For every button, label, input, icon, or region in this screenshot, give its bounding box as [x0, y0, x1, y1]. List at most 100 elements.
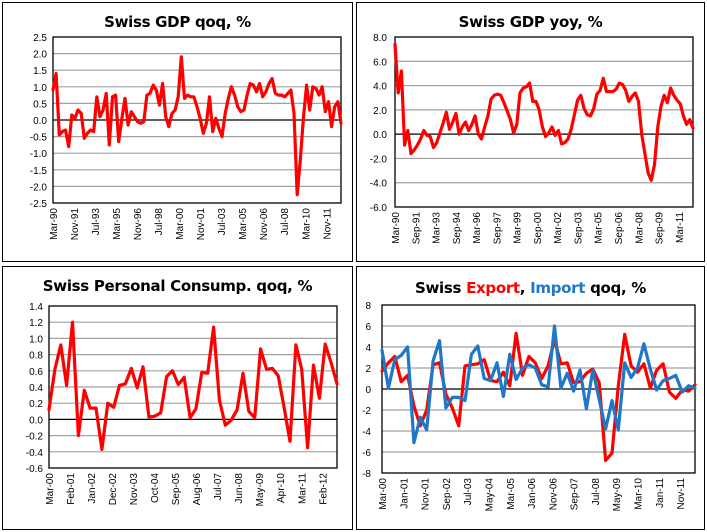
- x-tick-label: Jul-03: [217, 208, 228, 236]
- gdp-yoy-panel: Swiss GDP yoy, % 8.0 6.0 4.0 2.0 0.0 -2.0 -4.0…: [356, 2, 705, 262]
- y-tick-label: 1.0: [33, 83, 47, 94]
- x-tick-label: Jan-01: [399, 478, 410, 509]
- series-line-import: [380, 324, 697, 445]
- x-tick-label: Jul-03: [463, 478, 474, 506]
- x-tick-label: Nov-91: [70, 208, 81, 241]
- x-tick-label: Jul-93: [91, 208, 102, 236]
- y-tick-label: 4.0: [373, 82, 387, 93]
- x-tick-label: Mar-00: [175, 208, 186, 240]
- x-tick-label: Mar-11: [297, 473, 308, 504]
- x-tick-label: Jul-98: [154, 208, 165, 236]
- y-tick-label: -6: [362, 448, 371, 459]
- x-tick-label: Aug-06: [192, 473, 203, 506]
- title-part: ,: [519, 279, 531, 297]
- x-tick-label: Mar-00: [45, 473, 56, 505]
- consumption-qoq-chart: 1.41.21.00.80.60.40.20.0-0.2-0.4-0.6Mar-…: [26, 302, 339, 507]
- y-tick-label: -4.0: [370, 179, 388, 190]
- y-tick-label: -6.0: [370, 203, 388, 214]
- trade-qoq-chart: 8 6 4 2 0 -2 -4 -6 -8 Mar-00 Jan-01 Nov-01 Sep-02 Jul…: [362, 301, 697, 512]
- y-tick-label: 0.0: [373, 130, 387, 141]
- y-tick-label: 1.0: [29, 334, 43, 345]
- y-tick-label: -2.5: [30, 199, 48, 210]
- y-tick-label: -2: [362, 406, 371, 417]
- y-tick-label: 0.8: [29, 351, 43, 362]
- y-tick-label: 0.4: [29, 383, 43, 394]
- series-line-gdp-yoy: [393, 42, 695, 182]
- x-tick-label: Nov-01: [421, 478, 432, 511]
- x-tick-label: Sep-91: [411, 212, 422, 245]
- y-tick-label: -0.6: [26, 464, 44, 475]
- x-tick-label: Mar-11: [675, 212, 686, 243]
- y-tick-label: 0.6: [29, 367, 43, 378]
- x-tick-label: Jan-02: [87, 473, 98, 504]
- y-tick-label: -2.0: [370, 154, 388, 165]
- x-tick-label: Nov-06: [548, 478, 559, 511]
- y-tick-label: -8: [362, 469, 371, 480]
- y-tick-label: -4: [362, 427, 371, 438]
- y-tick-label: 6.0: [373, 57, 387, 68]
- chart-title: Swiss Export, Import qoq, %: [357, 279, 704, 297]
- y-tick-label: 8: [365, 301, 371, 312]
- x-tick-label: Nov-01: [196, 208, 207, 241]
- y-tick-label: 1.2: [29, 318, 43, 329]
- plot-area: [394, 36, 694, 208]
- x-tick-label: Nov-11: [322, 208, 333, 240]
- x-tick-label: Sep-06: [614, 212, 625, 245]
- x-tick-label: Sep-05: [171, 473, 182, 506]
- y-tick-label: -2.0: [30, 182, 48, 193]
- chart-title: Swiss Personal Consump. qoq, %: [42, 277, 313, 295]
- y-tick-label: 2.0: [373, 106, 387, 117]
- y-tick-label: 1.4: [29, 302, 43, 313]
- plot-area: [48, 305, 338, 469]
- y-tick-label: 0: [365, 385, 371, 396]
- x-tick-label: Mar-99: [513, 212, 524, 244]
- x-tick-label: May-09: [255, 473, 266, 507]
- x-tick-label: Jan-06: [527, 478, 538, 509]
- title-part: qoq, %: [585, 279, 647, 297]
- x-tick-label: Jun-08: [234, 473, 245, 504]
- x-tick-label: May-09: [612, 478, 623, 512]
- x-tick-label: Sep-09: [655, 212, 666, 245]
- y-tick-label: 4: [365, 343, 371, 354]
- x-tick-label: Nov-06: [259, 208, 270, 241]
- y-tick-label: 8.0: [373, 33, 387, 44]
- y-tick-label: 6: [365, 322, 371, 333]
- x-tick-label: Nov-03: [129, 473, 140, 506]
- x-tick-label: Mar-90: [391, 212, 402, 244]
- x-tick-label: Apr-10: [276, 473, 287, 503]
- y-tick-label: 0.5: [33, 99, 47, 110]
- gdp-qoq-panel: Swiss GDP qoq, % 2.5 2.0 1.5 1.0 0.5 0.0 -0.5 -…: [2, 2, 353, 262]
- x-tick-label: Mar-00: [378, 478, 389, 510]
- x-tick-label: Sep-07: [570, 478, 581, 511]
- x-tick-label: Mar-02: [553, 212, 564, 244]
- x-tick-label: Sep-03: [573, 212, 584, 245]
- consumption-qoq-panel: Swiss Personal Consump. qoq, % 1.4 1.2 1.0…: [2, 266, 353, 530]
- y-tick-label: -0.5: [30, 133, 48, 144]
- x-tick-label: Mar-95: [112, 208, 123, 240]
- title-export-label: Export: [466, 279, 520, 297]
- chart-title: Swiss GDP qoq, %: [104, 13, 251, 31]
- x-tick-label: Jul-07: [213, 473, 224, 501]
- x-tick-label: Mar-96: [472, 212, 483, 244]
- x-tick-label: Jul-08: [280, 208, 291, 236]
- x-tick-label: May-04: [484, 478, 495, 512]
- y-tick-label: 0.0: [33, 116, 47, 127]
- series-line-personal-consumption-qoq: [47, 320, 339, 451]
- y-tick-label: 0.2: [29, 399, 43, 410]
- chart-title: Swiss GDP yoy, %: [458, 13, 603, 31]
- y-tick-label: 1.5: [33, 66, 47, 77]
- x-tick-label: Nov-96: [133, 208, 144, 241]
- x-tick-label: Jan-11: [655, 478, 666, 508]
- x-tick-label: Sep-02: [442, 478, 453, 511]
- y-tick-label: 2.0: [33, 50, 47, 61]
- x-tick-label: Nov-11: [676, 478, 687, 510]
- x-tick-label: Sep-97: [492, 212, 503, 245]
- x-tick-label: Sep-00: [533, 212, 544, 245]
- x-tick-label: Mar-10: [301, 208, 312, 240]
- x-tick-label: Feb-12: [318, 473, 329, 505]
- x-tick-label: Mar-05: [506, 478, 517, 510]
- x-tick-label: Mar-05: [238, 208, 249, 240]
- gdp-qoq-chart: 2.52.01.51.00.50.0-0.5-1.0-1.5-2.0-2.5Ma…: [30, 33, 343, 241]
- x-tick-label: Mar-10: [634, 478, 645, 510]
